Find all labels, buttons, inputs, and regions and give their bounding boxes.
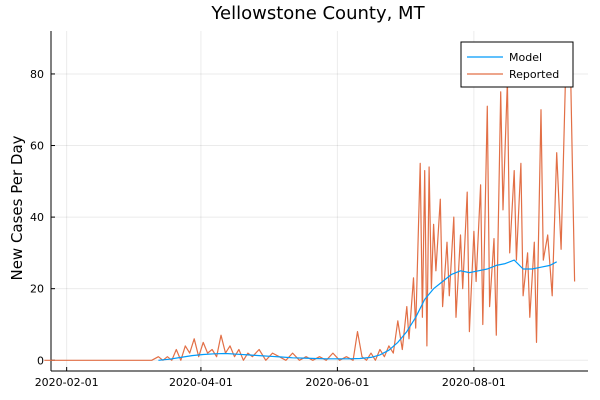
x-tick-label: 2020-08-01	[442, 376, 506, 389]
series-line-model	[158, 259, 557, 361]
y-axis-label: New Cases Per Day	[8, 135, 26, 280]
legend-label-reported: Reported	[509, 68, 559, 81]
series-line-reported	[44, 44, 576, 361]
y-tick-label: 80	[30, 68, 44, 81]
y-tick-label: 60	[30, 140, 44, 153]
legend-label-model: Model	[509, 51, 542, 64]
y-axis-ticks: 0 20 40 60 80	[30, 68, 55, 367]
legend: Model Reported	[460, 41, 574, 88]
x-tick-label: 2020-06-01	[305, 376, 369, 389]
x-tick-label: 2020-02-01	[35, 376, 99, 389]
y-tick-label: 0	[37, 354, 44, 367]
chart-title: Yellowstone County, MT	[210, 3, 425, 24]
legend-box	[460, 41, 574, 88]
x-tick-label: 2020-04-01	[169, 376, 233, 389]
axes	[50, 31, 588, 372]
x-axis-ticks: 2020-02-01 2020-04-01 2020-06-01 2020-08-01	[35, 367, 506, 389]
plot-series	[44, 44, 576, 361]
y-tick-label: 20	[30, 283, 44, 296]
y-tick-label: 40	[30, 211, 44, 224]
